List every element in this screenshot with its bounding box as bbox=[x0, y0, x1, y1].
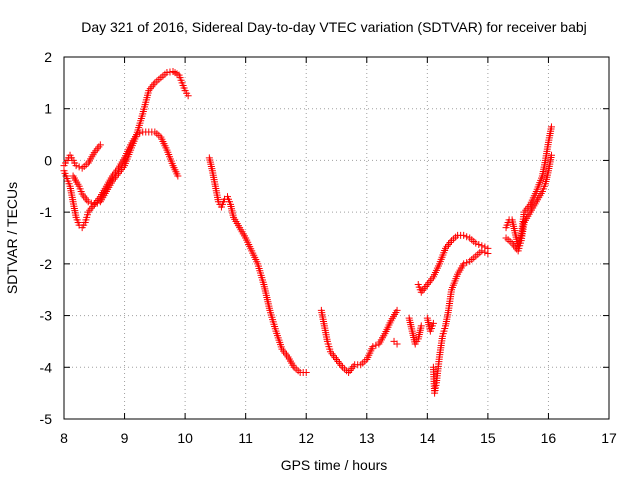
data-point bbox=[369, 343, 377, 351]
data-point bbox=[426, 277, 434, 285]
y-tick-label: -4 bbox=[40, 359, 53, 375]
data-point bbox=[472, 239, 480, 247]
data-point bbox=[422, 282, 430, 290]
x-tick-label: 14 bbox=[420, 430, 436, 446]
y-tick-label: 2 bbox=[44, 49, 52, 65]
data-point bbox=[163, 69, 171, 77]
data-point bbox=[329, 352, 337, 360]
data-point bbox=[420, 284, 428, 292]
x-axis-label: GPS time / hours bbox=[281, 457, 388, 473]
data-point bbox=[484, 250, 492, 258]
data-point bbox=[372, 341, 380, 349]
data-point bbox=[81, 194, 89, 202]
data-point bbox=[174, 172, 182, 180]
data-point bbox=[393, 340, 401, 348]
data-point bbox=[118, 165, 126, 173]
data-point bbox=[334, 357, 342, 365]
data-point bbox=[95, 143, 103, 151]
data-point bbox=[302, 368, 310, 376]
data-point bbox=[475, 240, 483, 248]
y-tick-label: -3 bbox=[40, 308, 53, 324]
data-point bbox=[510, 241, 518, 249]
data-point bbox=[333, 356, 340, 364]
x-tick-label: 12 bbox=[298, 430, 314, 446]
data-point bbox=[115, 169, 122, 177]
data-point bbox=[149, 81, 157, 89]
data-point bbox=[184, 92, 192, 100]
x-tick-label: 9 bbox=[121, 430, 129, 446]
data-point bbox=[463, 259, 471, 267]
x-tick-label: 10 bbox=[177, 430, 193, 446]
y-tick-label: -2 bbox=[40, 256, 53, 272]
data-point bbox=[547, 151, 555, 159]
data-point bbox=[93, 145, 101, 153]
data-point bbox=[346, 367, 354, 375]
data-point bbox=[72, 162, 80, 170]
data-point bbox=[84, 198, 92, 206]
data-point bbox=[478, 247, 486, 255]
data-point bbox=[481, 248, 489, 256]
data-point bbox=[336, 359, 344, 367]
data-point bbox=[349, 363, 357, 371]
data-point bbox=[463, 233, 471, 241]
data-point bbox=[87, 199, 95, 207]
data-point bbox=[83, 196, 91, 204]
plot-frame bbox=[63, 56, 610, 420]
y-axis-label: SDTVAR / TECUs bbox=[4, 182, 20, 294]
x-tick-label: 11 bbox=[238, 430, 253, 446]
x-tick-label: 13 bbox=[359, 430, 375, 446]
data-point bbox=[116, 167, 124, 175]
data-point bbox=[417, 322, 425, 330]
data-point bbox=[281, 349, 289, 357]
y-tick-label: 0 bbox=[44, 152, 52, 168]
data-point bbox=[93, 199, 101, 207]
x-tick-label: 17 bbox=[601, 430, 617, 446]
data-point bbox=[446, 239, 454, 247]
data-point bbox=[96, 141, 104, 149]
y-tick-label: 1 bbox=[44, 101, 52, 117]
data-point bbox=[331, 354, 339, 362]
data-point bbox=[460, 260, 468, 268]
data-point bbox=[393, 306, 401, 314]
grid bbox=[64, 57, 609, 419]
chart-title: Day 321 of 2016, Sidereal Day-to-day VTE… bbox=[81, 19, 587, 35]
data-point bbox=[89, 202, 97, 210]
data-point bbox=[429, 319, 437, 327]
data-points bbox=[60, 67, 555, 397]
x-tick-label: 16 bbox=[541, 430, 557, 446]
x-tick-label: 15 bbox=[480, 430, 496, 446]
data-point bbox=[148, 83, 156, 91]
data-point bbox=[166, 68, 174, 76]
x-tick-label: 8 bbox=[60, 430, 68, 446]
data-point bbox=[423, 281, 431, 289]
data-point bbox=[547, 123, 555, 131]
y-tick-label: -1 bbox=[40, 204, 53, 220]
data-point bbox=[425, 279, 433, 287]
data-point bbox=[460, 231, 468, 239]
data-point bbox=[445, 240, 453, 248]
data-point bbox=[337, 361, 345, 369]
data-point bbox=[90, 200, 98, 208]
y-tick-label: -5 bbox=[40, 411, 53, 427]
